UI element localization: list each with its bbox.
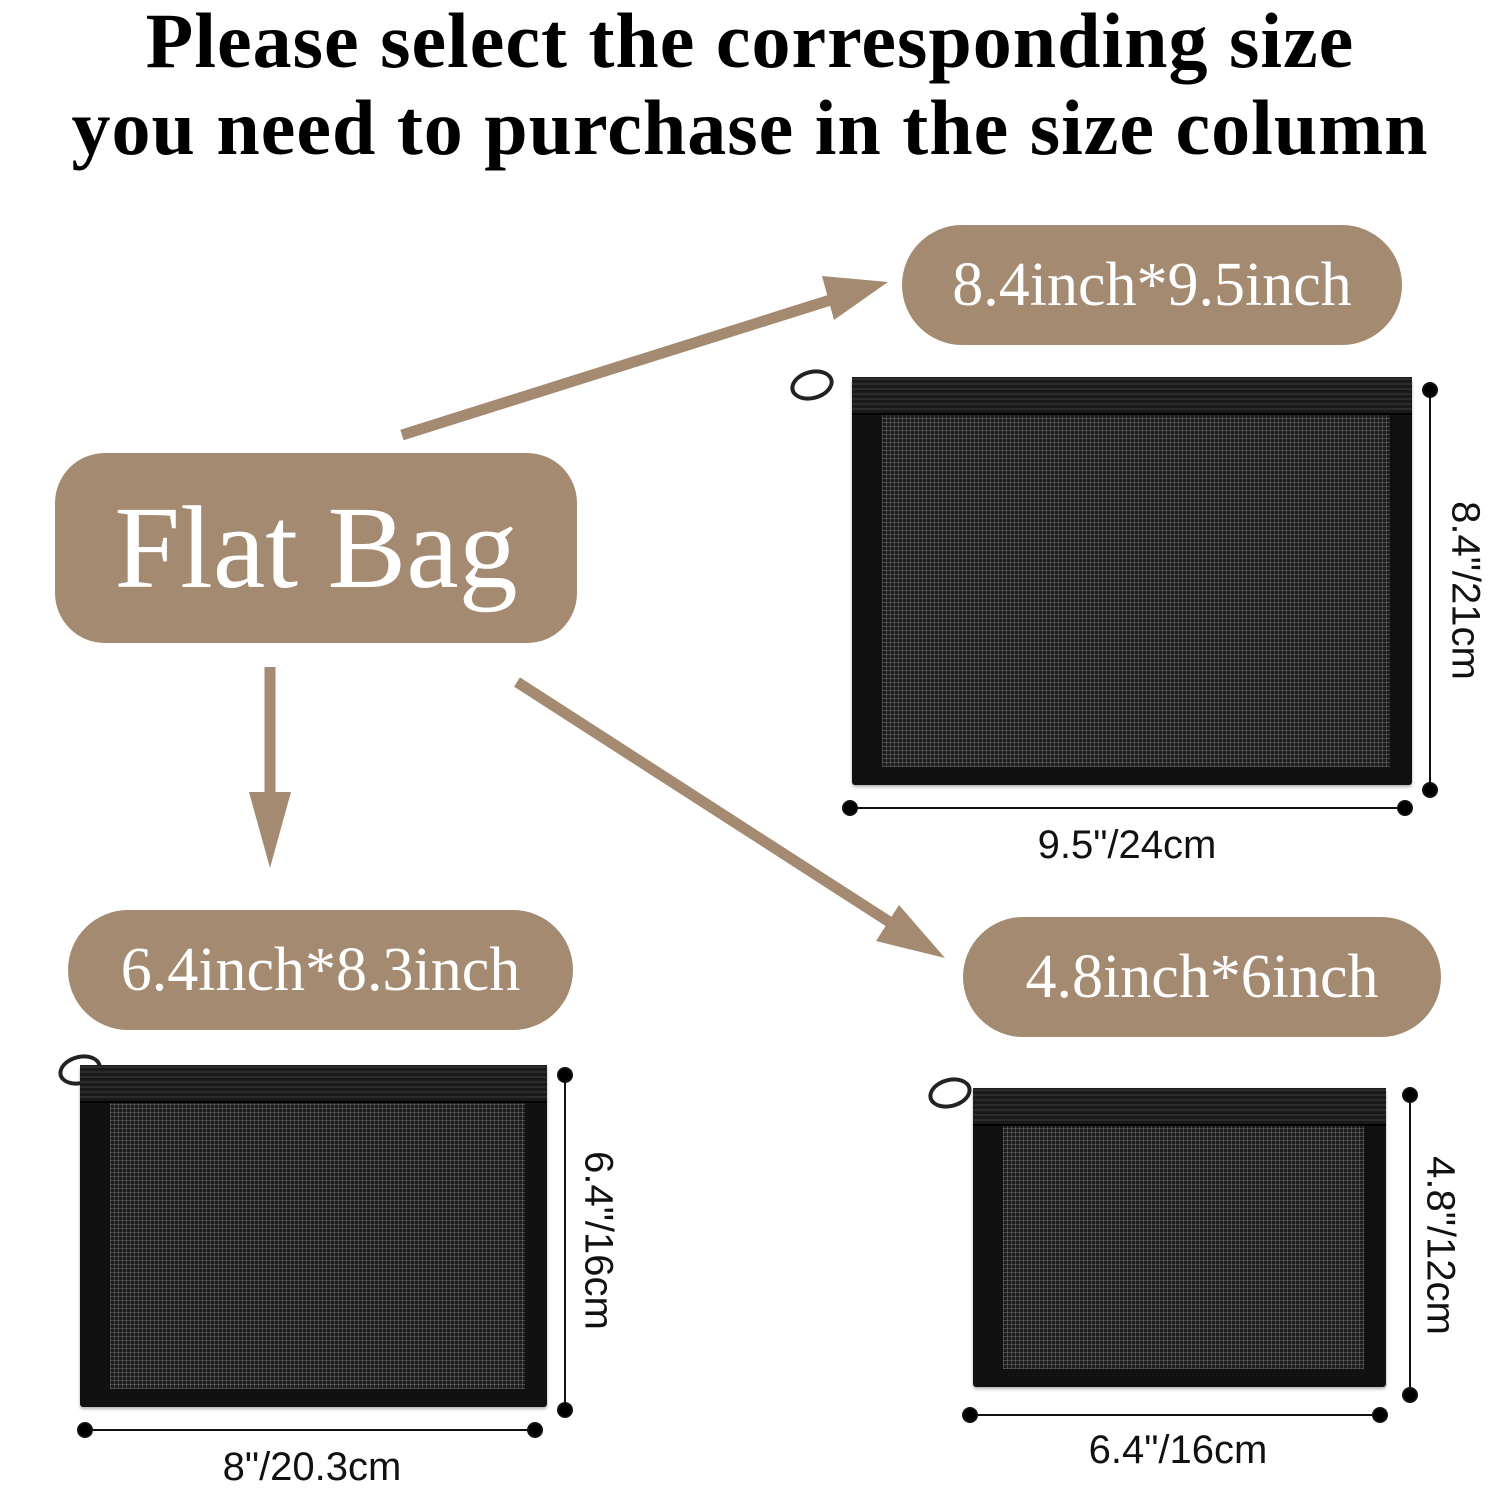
height-dim-medium: 6.4"/16cm <box>576 1151 621 1330</box>
arrow-head-medium <box>249 792 291 868</box>
height-dim-small: 4.8"/12cm <box>1418 1156 1463 1335</box>
size-label-medium: 6.4inch*8.3inch <box>68 910 573 1030</box>
arrow-head-large <box>822 276 888 320</box>
bag-large-image <box>852 377 1412 785</box>
arrow-to-large <box>400 291 842 441</box>
width-dim-medium: 8"/20.3cm <box>222 1445 402 1489</box>
bag-small-image <box>973 1088 1386 1387</box>
title-line-2: you need to purchase in the size column <box>71 84 1429 171</box>
height-dim-large: 8.4"/21cm <box>1443 501 1488 680</box>
size-label-small: 4.8inch*6inch <box>963 917 1441 1037</box>
width-dim-large: 9.5"/24cm <box>1037 823 1217 867</box>
arrow-to-small <box>514 677 908 937</box>
width-dim-small: 6.4"/16cm <box>1088 1428 1268 1472</box>
flat-bag-label: Flat Bag <box>55 453 577 643</box>
title-line-1: Please select the corresponding size <box>145 0 1355 84</box>
arrow-head-small <box>876 905 945 958</box>
size-label-large: 8.4inch*9.5inch <box>902 225 1402 345</box>
bag-medium-image <box>80 1065 547 1407</box>
